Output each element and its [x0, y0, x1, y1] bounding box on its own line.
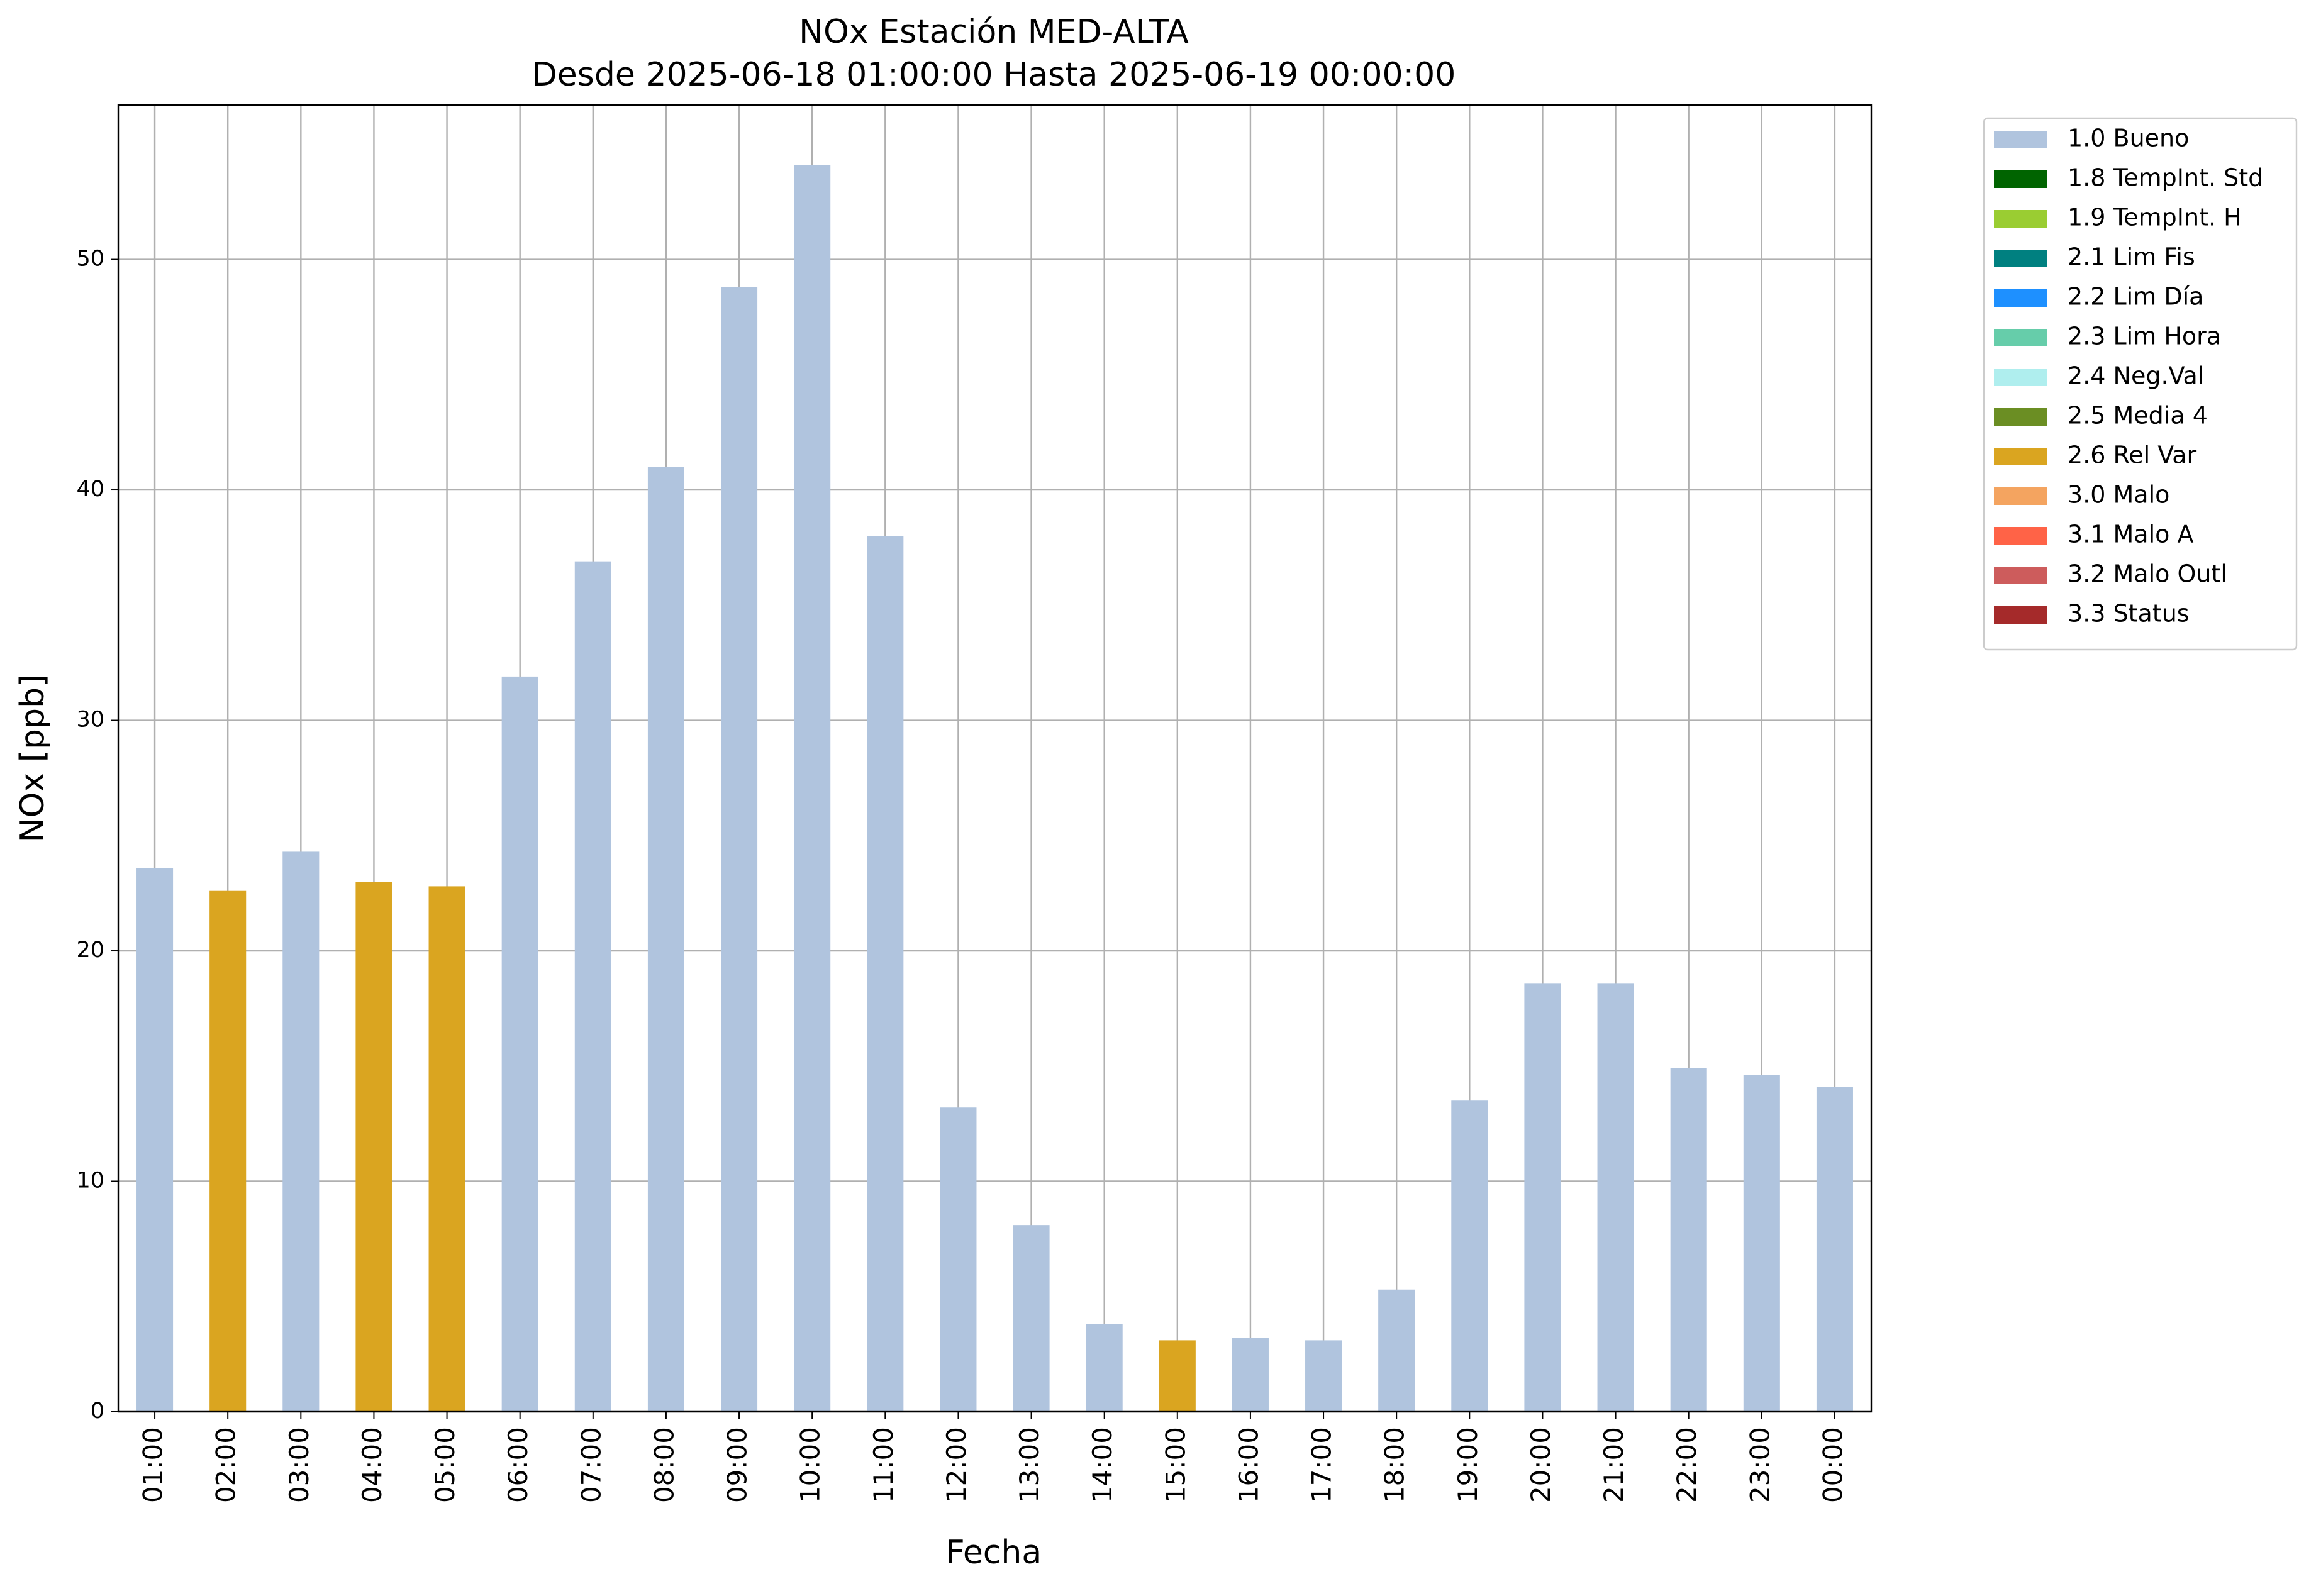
x-tick-label: 23:00 — [1744, 1427, 1775, 1503]
legend-swatch — [1994, 170, 2047, 188]
legend-box — [1983, 117, 2298, 651]
bar — [1743, 1075, 1780, 1412]
bar — [428, 886, 465, 1412]
legend-swatch — [1994, 408, 2047, 426]
y-tick-label: 0 — [91, 1399, 104, 1424]
x-tick-label: 14:00 — [1087, 1427, 1118, 1503]
x-axis-label: Fecha — [946, 1534, 1042, 1571]
legend-swatch — [1994, 487, 2047, 505]
x-tick-label: 18:00 — [1379, 1427, 1410, 1503]
chart-subtitle: Desde 2025-06-18 01:00:00 Hasta 2025-06-… — [532, 56, 1456, 94]
x-tick-label: 12:00 — [941, 1427, 972, 1503]
bar — [1013, 1225, 1050, 1412]
legend-label: 3.1 Malo A — [2068, 521, 2193, 548]
bar — [1159, 1340, 1196, 1412]
x-tick-label: 15:00 — [1160, 1427, 1191, 1503]
bar — [574, 561, 611, 1412]
legend-label: 2.6 Rel Var — [2068, 441, 2197, 469]
x-tick-label: 22:00 — [1671, 1427, 1702, 1503]
bar — [794, 165, 831, 1412]
x-tick-label: 02:00 — [211, 1427, 242, 1503]
y-tick-label: 40 — [76, 477, 104, 502]
legend-label: 3.3 Status — [2068, 600, 2190, 628]
x-tick-label: 19:00 — [1452, 1427, 1483, 1503]
y-tick-label: 50 — [76, 247, 104, 272]
legend-swatch — [1994, 210, 2047, 228]
legend-label: 2.4 Neg.Val — [2068, 362, 2204, 390]
bar — [1378, 1289, 1415, 1412]
x-tick-label: 08:00 — [649, 1427, 679, 1503]
x-tick-label: 05:00 — [430, 1427, 460, 1503]
bar — [1451, 1100, 1488, 1412]
chart-title: NOx Estación MED-ALTA — [799, 13, 1189, 51]
x-tick-label: 10:00 — [795, 1427, 826, 1503]
bar — [136, 868, 174, 1412]
legend-swatch — [1994, 369, 2047, 386]
bar — [1670, 1068, 1707, 1412]
legend-label: 2.2 Lim Día — [2068, 283, 2203, 311]
x-tick-label: 13:00 — [1014, 1427, 1045, 1503]
bar — [940, 1107, 977, 1412]
x-tick-label: 06:00 — [503, 1427, 533, 1503]
x-tick-label: 09:00 — [722, 1427, 753, 1503]
legend-label: 2.3 Lim Hora — [2068, 323, 2221, 350]
y-tick-label: 20 — [76, 938, 104, 963]
legend-label: 1.0 Bueno — [2068, 125, 2189, 152]
bar — [209, 890, 247, 1412]
bar — [1086, 1324, 1123, 1412]
legend-swatch — [1994, 606, 2047, 624]
bar — [1597, 983, 1634, 1412]
bar — [355, 882, 392, 1412]
legend-swatch — [1994, 131, 2047, 148]
plot-frame — [117, 104, 1873, 1413]
x-tick-label: 03:00 — [284, 1427, 315, 1503]
x-tick-label: 01:00 — [138, 1427, 169, 1503]
bars — [136, 165, 1853, 1412]
bar — [1232, 1338, 1269, 1412]
x-tick-label: 21:00 — [1598, 1427, 1629, 1503]
x-tick-label: 07:00 — [576, 1427, 606, 1503]
y-tick-label: 30 — [76, 707, 104, 733]
bar — [1305, 1340, 1342, 1412]
bar — [501, 676, 538, 1412]
legend-swatch — [1994, 527, 2047, 545]
legend-label: 3.2 Malo Outl — [2068, 560, 2227, 588]
bar — [867, 536, 904, 1412]
y-axis-label: NOx [ppb] — [14, 675, 52, 843]
x-tick-label: 17:00 — [1306, 1427, 1337, 1503]
legend-label: 3.0 Malo — [2068, 481, 2169, 509]
bar — [647, 467, 684, 1412]
x-tick-label: 20:00 — [1525, 1427, 1556, 1503]
x-tick-label: 04:00 — [357, 1427, 387, 1503]
legend-swatch — [1994, 289, 2047, 307]
bar — [1524, 983, 1561, 1412]
legend-swatch — [1994, 250, 2047, 267]
bar — [282, 851, 320, 1412]
legend-label: 1.9 TempInt. H — [2068, 204, 2242, 231]
legend-label: 1.8 TempInt. Std — [2068, 164, 2263, 192]
y-tick-label: 10 — [76, 1168, 104, 1194]
legend-swatch — [1994, 329, 2047, 346]
bar — [721, 287, 758, 1412]
legend-swatch — [1994, 448, 2047, 465]
legend-label: 2.1 Lim Fis — [2068, 243, 2195, 271]
x-tick-label: 16:00 — [1233, 1427, 1264, 1503]
x-tick-label: 00:00 — [1817, 1427, 1848, 1503]
bar — [1816, 1087, 1853, 1412]
legend-label: 2.5 Media 4 — [2068, 402, 2208, 429]
legend-swatch — [1994, 567, 2047, 584]
x-tick-label: 11:00 — [868, 1427, 899, 1503]
